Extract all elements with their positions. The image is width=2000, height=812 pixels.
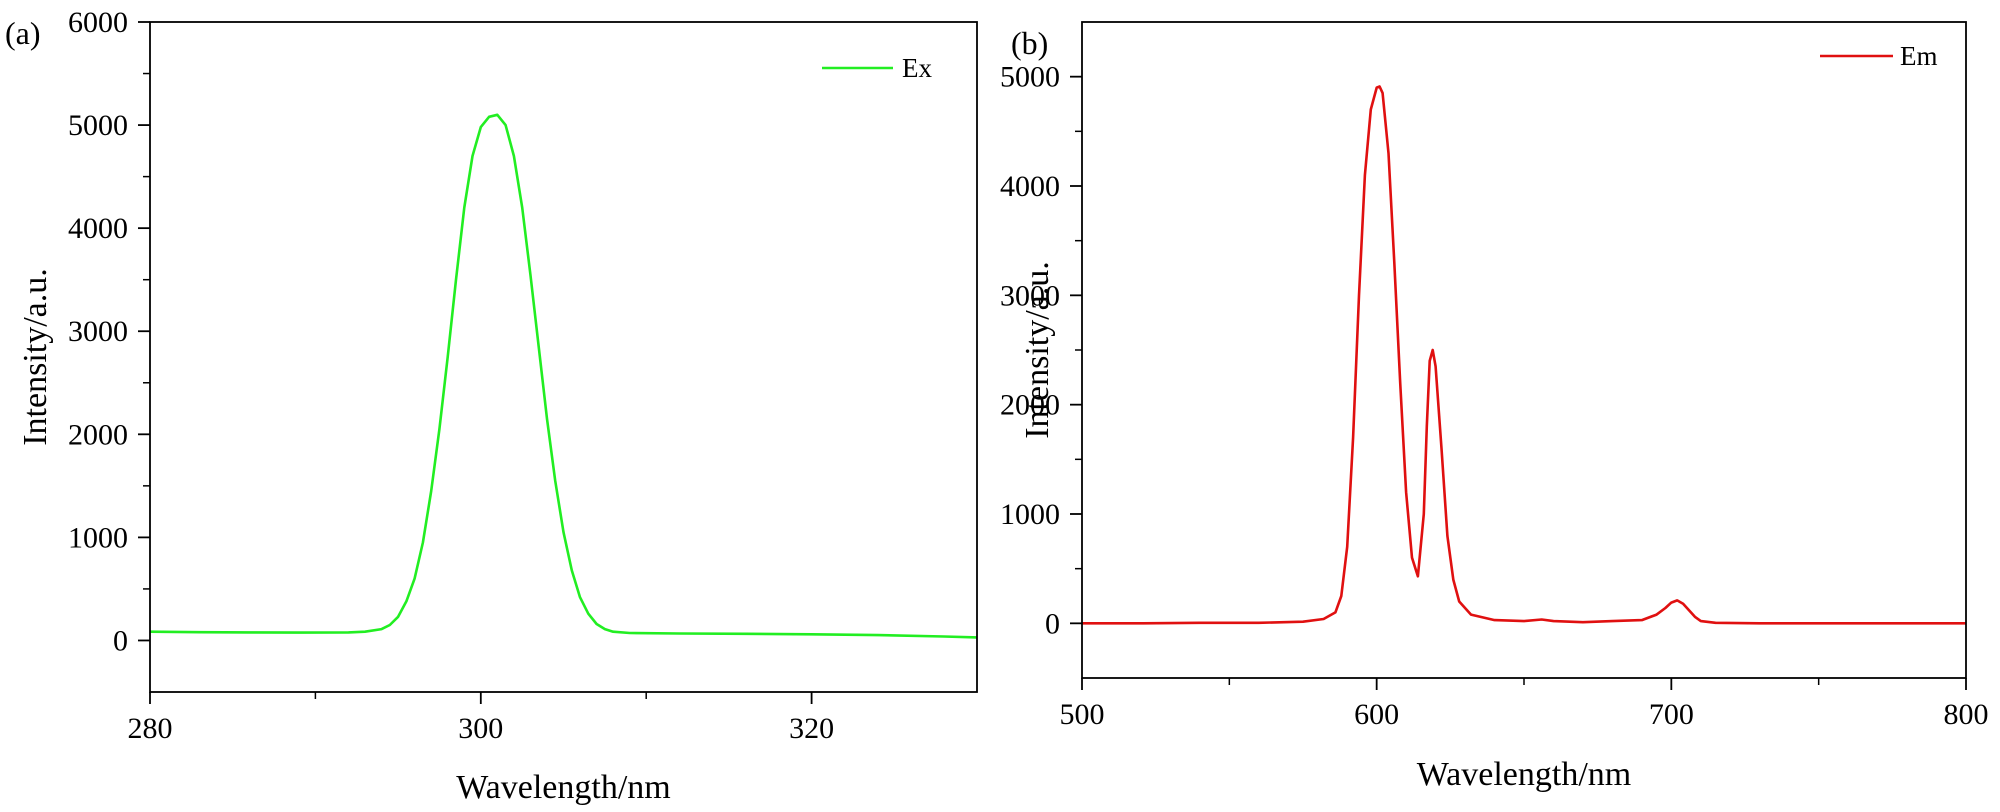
x-tick-label-a-280: 280 bbox=[128, 712, 173, 745]
x-tick-label-b-800: 800 bbox=[1944, 698, 1989, 731]
y-tick-label-a-4000: 4000 bbox=[68, 212, 128, 245]
y-tick-label-a-6000: 6000 bbox=[68, 6, 128, 39]
y-tick-label-a-5000: 5000 bbox=[68, 109, 128, 142]
y-tick-label-b-1000: 1000 bbox=[1000, 498, 1060, 531]
x-tick-label-a-320: 320 bbox=[789, 712, 834, 745]
legend-label-em: Em bbox=[1900, 41, 1938, 71]
x-tick-label-a-300: 300 bbox=[458, 712, 503, 745]
series-line-ex bbox=[149, 113, 978, 639]
plot-frame-b bbox=[1081, 21, 1967, 679]
y-axis-title-a: Intensity/a.u. bbox=[17, 268, 54, 446]
y-tick-label-a-2000: 2000 bbox=[68, 418, 128, 451]
x-tick-label-b-500: 500 bbox=[1060, 698, 1105, 731]
y-tick-label-a-1000: 1000 bbox=[68, 521, 128, 554]
y-tick-label-b-0: 0 bbox=[1045, 607, 1060, 640]
x-axis-title-a: Wavelength/nm bbox=[456, 769, 670, 806]
y-axis-title-b: Intensity/a.u. bbox=[1019, 261, 1056, 439]
x-tick-label-b-700: 700 bbox=[1649, 698, 1694, 731]
plot-frame-a bbox=[149, 21, 978, 693]
y-tick-label-a-0: 0 bbox=[113, 624, 128, 657]
y-tick-label-a-3000: 3000 bbox=[68, 315, 128, 348]
panel-label-a: (a) bbox=[5, 15, 41, 51]
panel-a-excitation-spectrum: (a) 280 300 320 0 1000 2000 3000 4000 5000 6000 Wav… bbox=[5, 6, 978, 806]
series-line-em bbox=[1082, 85, 1966, 625]
y-tick-label-b-5000: 5000 bbox=[1000, 61, 1060, 94]
x-tick-label-b-600: 600 bbox=[1354, 698, 1399, 731]
legend-label-ex: Ex bbox=[902, 53, 932, 83]
panel-label-b: (b) bbox=[1011, 25, 1048, 61]
x-axis-title-b: Wavelength/nm bbox=[1417, 756, 1631, 793]
panel-b-emission-spectrum: (b) 500 600 700 800 0 1000 2000 3000 4000 5000 Wave… bbox=[1000, 21, 1989, 793]
y-tick-label-b-2000: 2000 bbox=[1000, 389, 1060, 422]
y-tick-label-b-3000: 3000 bbox=[1000, 279, 1060, 312]
y-tick-label-b-4000: 4000 bbox=[1000, 170, 1060, 203]
